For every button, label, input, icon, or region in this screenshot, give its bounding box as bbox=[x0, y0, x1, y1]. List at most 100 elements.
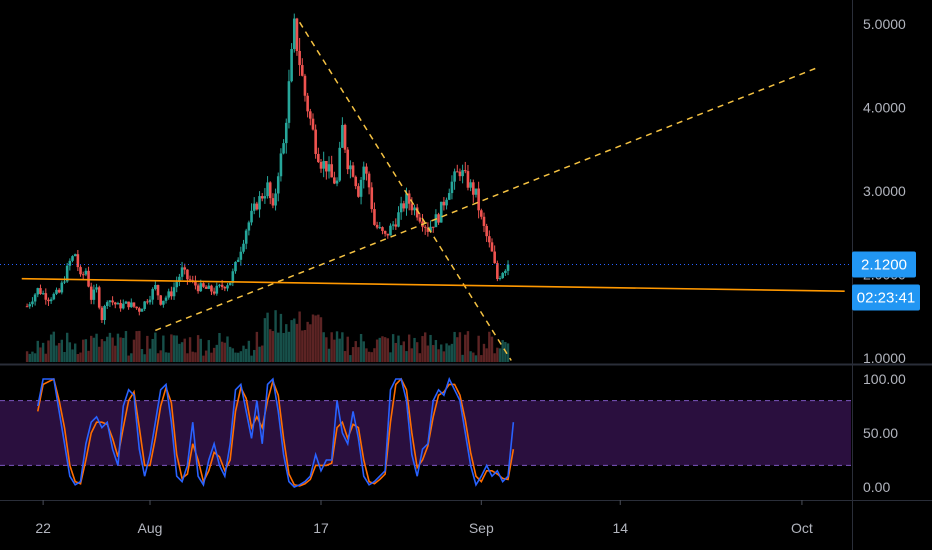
volume-bar bbox=[159, 350, 162, 362]
volume-bar bbox=[255, 331, 259, 362]
volume-bar bbox=[130, 353, 133, 362]
volume-bar bbox=[228, 346, 232, 362]
volume-bar bbox=[25, 351, 29, 362]
candle-body bbox=[319, 162, 323, 169]
candle-body bbox=[431, 226, 435, 228]
volume-bar bbox=[464, 334, 467, 362]
volume-bar bbox=[397, 335, 400, 362]
volume-bar bbox=[239, 351, 243, 362]
candle-body bbox=[284, 122, 288, 144]
candle-body bbox=[354, 176, 358, 187]
volume-bar bbox=[488, 331, 491, 362]
candle-body bbox=[234, 261, 237, 272]
volume-bar bbox=[496, 347, 499, 362]
candle-body bbox=[463, 170, 467, 172]
candle-body bbox=[397, 212, 400, 227]
volume-bar bbox=[506, 343, 510, 362]
volume-bar bbox=[386, 338, 389, 362]
volume-bar bbox=[432, 345, 435, 362]
candle-body bbox=[215, 285, 219, 294]
volume-bar bbox=[295, 323, 299, 362]
volume-bar bbox=[164, 352, 168, 362]
volume-bar bbox=[266, 312, 269, 362]
candle-body bbox=[455, 171, 459, 173]
candle-body bbox=[52, 293, 56, 300]
volume-bar bbox=[480, 355, 483, 362]
candle-body bbox=[485, 225, 488, 237]
volume-bar bbox=[106, 336, 109, 362]
candle-body bbox=[480, 210, 483, 217]
candle-body bbox=[343, 124, 347, 150]
time-tick-label: Oct bbox=[791, 520, 813, 536]
candle-body bbox=[389, 225, 392, 236]
candle-body bbox=[68, 260, 72, 266]
volume-bar bbox=[31, 351, 34, 362]
volume-bar bbox=[73, 343, 77, 362]
candle-body bbox=[445, 199, 448, 206]
candle-body bbox=[57, 289, 61, 293]
candle-body bbox=[156, 285, 160, 296]
volume-bar bbox=[285, 324, 288, 362]
candle-body bbox=[175, 281, 179, 288]
candle-body bbox=[349, 165, 352, 170]
candle-body bbox=[477, 188, 480, 211]
candle-body bbox=[333, 177, 336, 184]
volume-bar bbox=[277, 332, 280, 362]
candle-body bbox=[309, 111, 312, 119]
candle-body bbox=[429, 226, 432, 232]
volume-bar bbox=[68, 342, 72, 362]
volume-bar bbox=[282, 332, 285, 362]
candle-body bbox=[199, 283, 203, 292]
volume-bar bbox=[167, 352, 170, 362]
volume-bar bbox=[60, 339, 64, 362]
volume-bar bbox=[180, 342, 184, 362]
volume-bar bbox=[39, 347, 42, 362]
volume-bar bbox=[391, 334, 395, 362]
trendline-horizontal-support[interactable] bbox=[21, 277, 845, 292]
volume-bar bbox=[453, 331, 456, 362]
volume-bar bbox=[381, 336, 384, 362]
volume-bar bbox=[258, 346, 261, 362]
stoch-d-line bbox=[36, 377, 515, 487]
volume-bar bbox=[212, 347, 216, 362]
candle-body bbox=[501, 272, 504, 279]
volume-bar bbox=[314, 315, 317, 362]
volume-bar bbox=[41, 342, 45, 362]
volume-bar bbox=[287, 331, 291, 362]
volume-bar bbox=[319, 317, 323, 362]
candle-body bbox=[111, 300, 114, 303]
candle-body bbox=[180, 267, 184, 277]
volume-bar bbox=[226, 336, 229, 362]
volume-bar bbox=[202, 355, 205, 362]
volume-bar bbox=[413, 337, 416, 362]
stoch-band bbox=[0, 400, 851, 466]
volume-bar bbox=[236, 352, 240, 362]
volume-bar bbox=[301, 330, 304, 362]
volume-bar bbox=[122, 337, 125, 362]
candle-body bbox=[226, 285, 229, 289]
candle-body bbox=[135, 306, 138, 309]
volume-bar bbox=[490, 336, 494, 362]
candle-body bbox=[434, 214, 438, 228]
candle-body bbox=[76, 254, 80, 268]
candle-body bbox=[362, 166, 366, 180]
volume-bar bbox=[156, 353, 160, 362]
volume-bar bbox=[362, 341, 365, 362]
volume-bar bbox=[138, 330, 141, 362]
candle-body bbox=[220, 284, 224, 287]
trendline-resistance[interactable] bbox=[298, 21, 512, 361]
trendline-ascending-support[interactable] bbox=[155, 66, 819, 332]
volume-bar bbox=[448, 345, 451, 362]
candle-body bbox=[25, 306, 29, 308]
volume-bar bbox=[47, 340, 50, 362]
price-tick-label: 1.0000 bbox=[863, 350, 906, 366]
volume-bar bbox=[290, 320, 293, 362]
volume-bar bbox=[90, 335, 93, 362]
volume-bar bbox=[424, 332, 427, 362]
volume-bar bbox=[271, 331, 275, 362]
candle-body bbox=[506, 264, 510, 271]
candle-body bbox=[87, 270, 90, 287]
candle-body bbox=[194, 280, 197, 286]
